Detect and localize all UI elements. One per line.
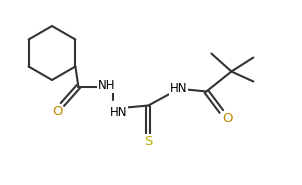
Text: S: S [144, 135, 153, 148]
Text: O: O [52, 105, 63, 118]
Text: NH: NH [98, 79, 115, 92]
Text: HN: HN [110, 106, 127, 119]
Text: HN: HN [170, 82, 187, 95]
Text: O: O [222, 112, 233, 125]
